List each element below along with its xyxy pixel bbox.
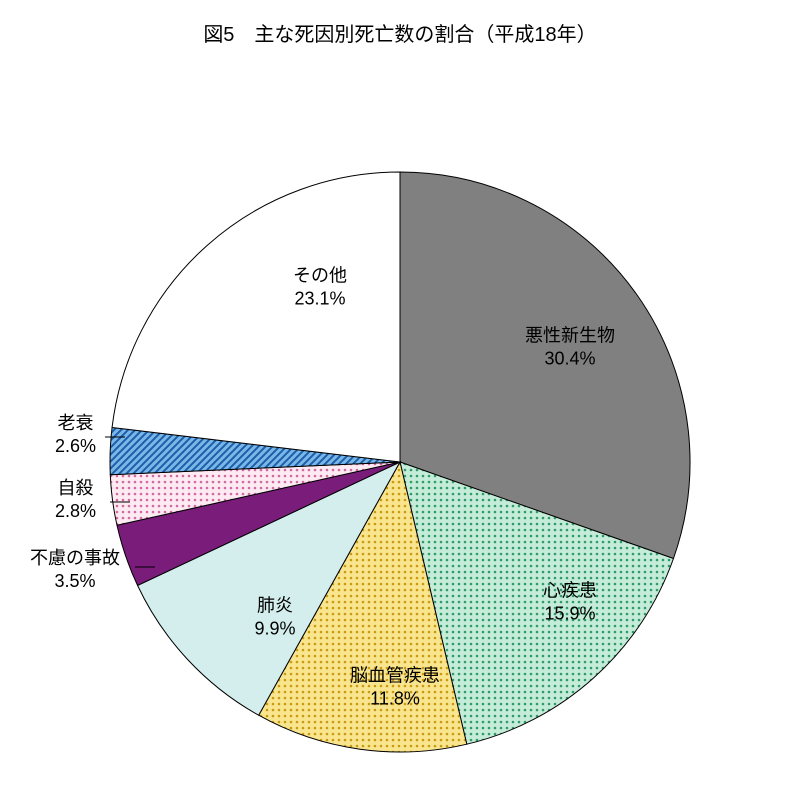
slice-label-name: 自殺: [58, 478, 94, 498]
slice-label-value: 3.5%: [54, 571, 95, 591]
slice-label-name: 老衰: [58, 413, 94, 433]
slice-label-value: 9.9%: [254, 618, 295, 638]
slice-label-value: 30.4%: [544, 348, 595, 368]
slice-label: 悪性新生物30.4%: [525, 325, 615, 370]
chart-title: 図5 主な死因別死亡数の割合（平成18年）: [0, 0, 800, 47]
slice-label: 脳血管疾患11.8%: [350, 665, 440, 710]
slice-label: 不慮の事故 3.5%: [30, 547, 120, 592]
pie-chart: 悪性新生物30.4% 心疾患15.9% 脳血管疾患11.8% 肺炎9.9% 不慮の事故 3…: [0, 47, 800, 787]
slice-label-name: 心疾患: [543, 581, 597, 601]
slice-label-value: 15.9%: [544, 603, 595, 623]
slice-label: 肺炎9.9%: [254, 595, 295, 640]
slice-label-name: 不慮の事故: [30, 548, 120, 568]
slice-label-value: 2.6%: [55, 436, 96, 456]
slice-label-value: 23.1%: [294, 288, 345, 308]
pie-slice: [112, 172, 400, 462]
slice-label: 心疾患15.9%: [543, 580, 597, 625]
slice-label-value: 2.8%: [55, 501, 96, 521]
slice-label: 老衰 2.6%: [55, 412, 96, 457]
slice-label-name: その他: [293, 266, 347, 286]
slice-label-name: 脳血管疾患: [350, 666, 440, 686]
slice-label-value: 11.8%: [370, 688, 420, 708]
slice-label: 自殺 2.8%: [55, 477, 96, 522]
slice-label-name: 悪性新生物: [525, 326, 615, 346]
slice-label: その他23.1%: [293, 265, 347, 310]
slice-label-name: 肺炎: [257, 596, 293, 616]
